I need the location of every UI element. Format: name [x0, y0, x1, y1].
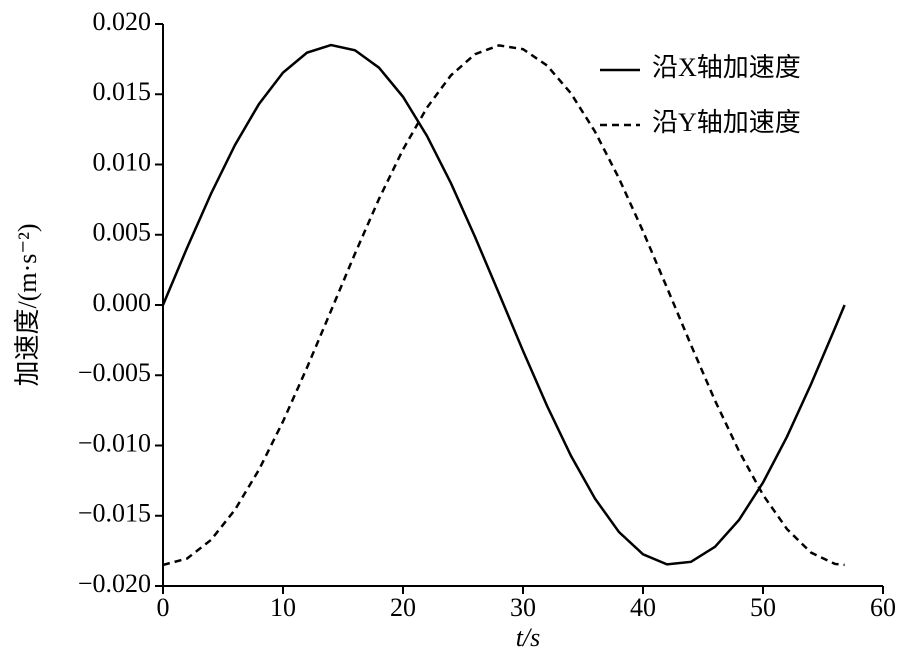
y-tick-label: −0.020: [78, 569, 151, 598]
y-tick-label: 0.015: [93, 77, 152, 106]
y-tick-label: 0.010: [93, 147, 152, 176]
y-tick-label: 0.000: [93, 288, 152, 317]
x-tick-label: 60: [870, 593, 896, 622]
y-tick-label: −0.005: [78, 358, 151, 387]
y-axis-label: 加速度/(m·s⁻²): [13, 223, 42, 386]
legend-label: 沿X轴加速度: [652, 53, 801, 82]
y-tick-label: −0.010: [78, 428, 151, 457]
series-line: [161, 43, 846, 566]
x-tick-label: 40: [630, 593, 656, 622]
y-tick-label: 0.005: [93, 218, 152, 247]
x-tick-label: 50: [750, 593, 776, 622]
x-tick-label: 0: [157, 593, 170, 622]
x-axis-label: t/s: [516, 623, 541, 652]
x-tick-label: 30: [510, 593, 536, 622]
y-tick-label: 0.020: [93, 7, 152, 36]
x-tick-label: 20: [390, 593, 416, 622]
legend-label: 沿Y轴加速度: [652, 108, 801, 137]
series-line: [162, 44, 845, 567]
y-tick-label: −0.015: [78, 499, 151, 528]
x-tick-label: 10: [270, 593, 296, 622]
